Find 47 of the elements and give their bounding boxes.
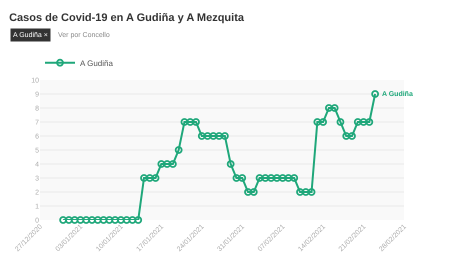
point: [64, 216, 73, 224]
point: [157, 160, 166, 168]
point: [152, 174, 160, 182]
point: [180, 118, 188, 126]
point: [88, 216, 96, 224]
point: [313, 118, 322, 126]
point: [100, 216, 108, 224]
point: [82, 216, 90, 224]
point: [198, 132, 206, 140]
point: [371, 90, 380, 98]
point: [290, 174, 298, 182]
point: [174, 146, 183, 154]
chart-title: Casos de Covid-19 en A Gudiña y A Mezquita: [9, 12, 245, 24]
legend-label: A Gudiña: [80, 58, 114, 68]
point: [284, 174, 292, 182]
point: [70, 216, 79, 224]
point: [186, 118, 194, 126]
point: [360, 118, 368, 126]
point: [140, 174, 148, 182]
point: [330, 104, 339, 112]
point: [256, 174, 264, 182]
point: [94, 216, 102, 224]
point: [348, 132, 356, 140]
point: [146, 174, 154, 182]
point: [134, 216, 142, 224]
point: [324, 104, 333, 112]
point: [354, 118, 362, 126]
point: [232, 174, 240, 182]
point: [336, 118, 344, 126]
point: [111, 216, 120, 224]
point: [250, 188, 258, 196]
point: [319, 118, 328, 126]
point: [116, 216, 125, 224]
point: [192, 118, 200, 126]
point: [308, 188, 316, 196]
point: [122, 216, 131, 224]
point: [302, 188, 310, 196]
point: [76, 216, 84, 224]
point: [238, 174, 246, 182]
point: [244, 188, 252, 196]
point: [105, 216, 114, 224]
point: [226, 160, 235, 168]
point: [59, 216, 68, 224]
point: [342, 132, 350, 140]
point: [204, 132, 212, 140]
point: [296, 188, 304, 196]
point: [128, 216, 136, 224]
